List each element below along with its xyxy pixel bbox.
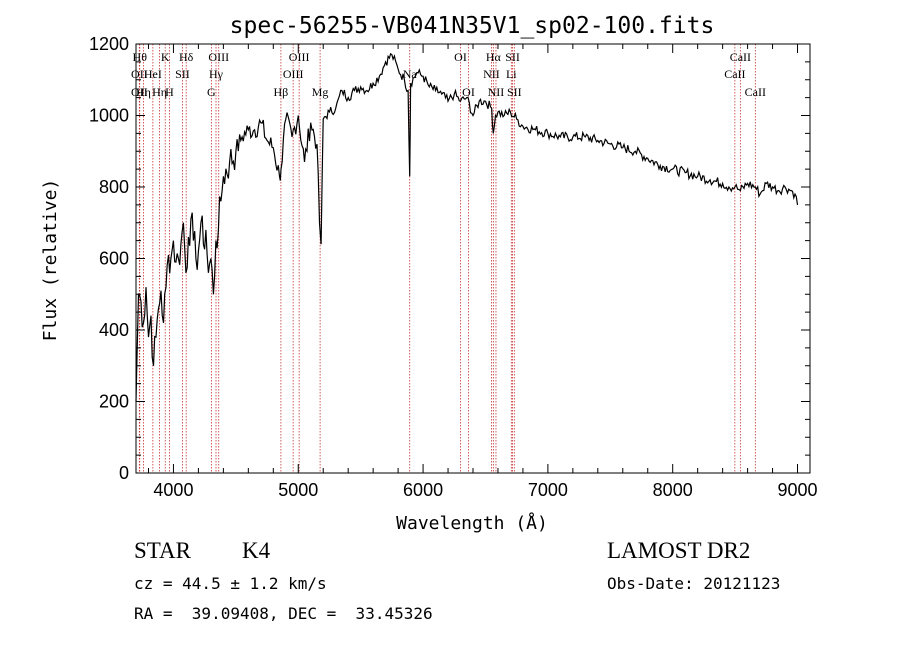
x-tick-label: 8000 bbox=[653, 480, 693, 500]
x-tick-label: 9000 bbox=[777, 480, 817, 500]
observation-date: Obs-Date: 20121123 bbox=[607, 574, 780, 593]
line-marker-label: K bbox=[161, 50, 170, 64]
x-axis-label: Wavelength (Å) bbox=[396, 512, 548, 534]
line-marker-label: H bbox=[165, 85, 174, 99]
object-class: STAR bbox=[134, 538, 192, 563]
line-marker-label: OI bbox=[454, 50, 467, 64]
line-marker-label: Hη bbox=[136, 85, 151, 99]
object-subclass: K4 bbox=[242, 538, 271, 563]
line-marker-label: OIII bbox=[208, 50, 229, 64]
line-marker-label: NII bbox=[483, 67, 500, 81]
line-marker-label: OI bbox=[462, 85, 475, 99]
y-tick-label: 600 bbox=[99, 249, 129, 269]
line-marker-labels: HθOIIOIIHηHeIHηKHSIIHδHγGOIIIHβOIIIOIIIM… bbox=[131, 50, 766, 99]
y-tick-label: 400 bbox=[99, 320, 129, 340]
x-tick-label: 6000 bbox=[403, 480, 443, 500]
line-marker-label: OIII bbox=[289, 50, 310, 64]
y-axis-label: Flux (relative) bbox=[40, 179, 61, 342]
y-tick-label: 1000 bbox=[89, 106, 129, 126]
line-marker-label: CaII bbox=[730, 50, 751, 64]
plot-frame bbox=[135, 43, 811, 474]
redshift-value: cz = 44.5 ± 1.2 km/s bbox=[134, 574, 327, 593]
line-marker-label: Hθ bbox=[133, 50, 148, 64]
line-marker-label: CaII bbox=[745, 85, 766, 99]
line-marker-label: OII bbox=[131, 85, 148, 99]
y-tick-label: 0 bbox=[119, 463, 129, 483]
line-marker-label: OII bbox=[131, 67, 148, 81]
x-axis: 4000 5000 6000 7000 8000 9000 bbox=[147, 44, 818, 500]
line-marker-label: SII bbox=[507, 85, 522, 99]
y-tick-label: 200 bbox=[99, 392, 129, 412]
line-marker-label: Mg bbox=[312, 85, 329, 99]
line-marker-label: G bbox=[207, 85, 216, 99]
spectrum-line bbox=[135, 52, 799, 402]
y-tick-label: 1200 bbox=[89, 34, 129, 54]
coordinates: RA = 39.09408, DEC = 33.45326 bbox=[134, 604, 433, 623]
y-axis: 0 200 400 600 800 1000 1200 bbox=[89, 34, 810, 483]
line-marker-label: Hβ bbox=[274, 85, 289, 99]
x-tick-label: 5000 bbox=[278, 480, 318, 500]
line-marker-label: SII bbox=[175, 67, 190, 81]
line-marker-label: Hα bbox=[486, 50, 502, 64]
line-marker-label: Na bbox=[403, 67, 418, 81]
line-marker-label: Li bbox=[506, 67, 517, 81]
survey-name: LAMOST DR2 bbox=[607, 538, 750, 563]
line-marker-label: CaII bbox=[724, 67, 745, 81]
chart-title: spec-56255-VB041N35V1_sp02-100.fits bbox=[230, 13, 715, 39]
y-tick-label: 800 bbox=[99, 177, 129, 197]
line-marker-label: HeI bbox=[144, 67, 162, 81]
line-marker-label: Hη bbox=[152, 85, 167, 99]
x-tick-label: 4000 bbox=[153, 480, 193, 500]
line-markers bbox=[138, 44, 756, 473]
line-marker-label: Hγ bbox=[209, 67, 224, 81]
line-marker-label: SII bbox=[505, 50, 520, 64]
line-marker-label: Hδ bbox=[179, 50, 194, 64]
line-marker-label: OIII bbox=[283, 67, 304, 81]
x-tick-label: 7000 bbox=[528, 480, 568, 500]
line-marker-label: NII bbox=[488, 85, 505, 99]
